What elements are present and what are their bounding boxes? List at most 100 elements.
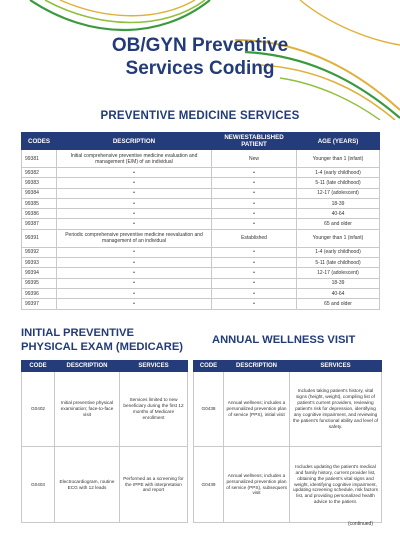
code-cell: 99391 bbox=[21, 228, 57, 248]
code-cell: 99397 bbox=[21, 298, 57, 310]
table-row: 99396 • • 40-64 bbox=[21, 287, 380, 300]
age-cell: Younger than 1 (infant) bbox=[296, 228, 380, 248]
status-cell: Established bbox=[211, 228, 297, 248]
table-row: 99384 • • 12-17 (adolescent) bbox=[21, 187, 380, 199]
code-cell: 99386 bbox=[21, 208, 57, 220]
age-cell: 12-17 (adolescent) bbox=[296, 267, 380, 279]
description-cell: • bbox=[56, 197, 212, 210]
description-cell: Electrocardiogram, routine ECG with 12 l… bbox=[54, 446, 120, 523]
code-cell: G0403 bbox=[21, 446, 55, 523]
table-row: 99395 • • 18-39 bbox=[21, 277, 380, 289]
code-cell: 99385 bbox=[21, 197, 57, 210]
ippe-heading: INITIAL PREVENTIVE PHYSICAL EXAM (MEDICA… bbox=[21, 327, 184, 353]
age-cell: 5-11 (late childhood) bbox=[296, 257, 380, 269]
table-row: G0402 Initial preventive physical examin… bbox=[21, 371, 188, 447]
age-cell: 18-39 bbox=[296, 197, 380, 210]
status-cell: • bbox=[211, 277, 297, 289]
services-cell: Performed as a screening for the IPPE wi… bbox=[119, 446, 188, 523]
table-row: G0403 Electrocardiogram, routine ECG wit… bbox=[21, 446, 188, 523]
code-cell: 99381 bbox=[21, 149, 57, 168]
description-cell: • bbox=[56, 187, 212, 199]
age-cell: 12-17 (adolescent) bbox=[296, 187, 380, 199]
page-title-line1: OB/GYN Preventive bbox=[111, 35, 289, 56]
col-description: DESCRIPTION bbox=[56, 132, 212, 150]
preventive-heading: PREVENTIVE MEDICINE SERVICES bbox=[100, 110, 300, 122]
age-cell: 1-4 (early childhood) bbox=[296, 246, 380, 259]
description-cell: • bbox=[56, 287, 212, 300]
age-cell: 40-64 bbox=[296, 287, 380, 300]
status-cell: • bbox=[211, 166, 297, 179]
col-code: CODE bbox=[21, 360, 55, 372]
status-cell: • bbox=[211, 267, 297, 279]
table-row: 99381 Initial comprehensive preventive me… bbox=[21, 149, 380, 168]
table-row: 99391 Periodic comprehensive preventive m… bbox=[21, 228, 380, 248]
code-cell: 99392 bbox=[21, 246, 57, 259]
table-row: 99385 • • 18-39 bbox=[21, 197, 380, 210]
decorative-swoosh-graphic bbox=[29, 0, 400, 120]
description-cell: • bbox=[56, 257, 212, 269]
status-cell: • bbox=[211, 287, 297, 300]
code-cell: G0402 bbox=[21, 371, 55, 447]
description-cell: • bbox=[56, 298, 212, 310]
col-code: CODE bbox=[193, 360, 224, 372]
code-cell: 99382 bbox=[21, 166, 57, 179]
preventive-table-body: 99381 Initial comprehensive preventive me… bbox=[21, 149, 380, 310]
table-row: 99383 • • 5-11 (late childhood) bbox=[21, 177, 380, 189]
col-description: DESCRIPTION bbox=[223, 360, 290, 372]
col-codes: CODES bbox=[21, 132, 57, 150]
status-cell: • bbox=[211, 197, 297, 210]
col-services: SERVICES bbox=[119, 360, 188, 372]
status-cell: • bbox=[211, 177, 297, 189]
preventive-header-row: CODES DESCRIPTION NEW/ESTABLISHED PATIEN… bbox=[21, 132, 380, 150]
code-cell: 99384 bbox=[21, 187, 57, 199]
age-cell: 65 and older bbox=[296, 298, 380, 310]
status-cell: • bbox=[211, 246, 297, 259]
age-cell: 5-11 (late childhood) bbox=[296, 177, 380, 189]
code-cell: 99393 bbox=[21, 257, 57, 269]
page-title: OB/GYN Preventive Services Coding bbox=[0, 34, 400, 80]
code-cell: 99396 bbox=[21, 287, 57, 300]
age-cell: 1-4 (early childhood) bbox=[296, 166, 380, 179]
services-cell: Includes updating the patient's medical … bbox=[289, 446, 382, 523]
table-row: 99387 • • 65 and older bbox=[21, 218, 380, 230]
awv-header-row: CODE DESCRIPTION SERVICES bbox=[193, 360, 382, 372]
services-cell: Services limited to new beneficiary duri… bbox=[119, 371, 188, 447]
description-cell: • bbox=[56, 277, 212, 289]
page-title-line2: Services Coding bbox=[125, 58, 275, 79]
code-cell: 99395 bbox=[21, 277, 57, 289]
continued-note: (continued) bbox=[347, 521, 373, 527]
description-cell: • bbox=[56, 208, 212, 220]
description-cell: • bbox=[56, 218, 212, 230]
code-cell: G0439 bbox=[193, 446, 224, 523]
age-cell: 18-39 bbox=[296, 277, 380, 289]
description-cell: • bbox=[56, 246, 212, 259]
description-cell: • bbox=[56, 267, 212, 279]
code-cell: 99387 bbox=[21, 218, 57, 230]
age-cell: Younger than 1 (infant) bbox=[296, 149, 380, 168]
table-row: G0439 Annual wellness; includes a person… bbox=[193, 446, 382, 523]
description-cell: Initial comprehensive preventive medicin… bbox=[56, 149, 212, 168]
description-cell: Initial preventive physical examination;… bbox=[54, 371, 120, 447]
services-cell: Includes taking patient's history, vital… bbox=[289, 371, 382, 447]
table-row: 99393 • • 5-11 (late childhood) bbox=[21, 257, 380, 269]
code-cell: G0438 bbox=[193, 371, 224, 447]
description-cell: Periodic comprehensive preventive medici… bbox=[56, 228, 212, 248]
age-cell: 40-64 bbox=[296, 208, 380, 220]
col-age: AGE (YEARS) bbox=[296, 132, 380, 150]
awv-heading: ANNUAL WELLNESS VISIT bbox=[212, 334, 356, 346]
awv-table: CODE DESCRIPTION SERVICES G0438 Annual w… bbox=[193, 360, 382, 523]
status-cell: • bbox=[211, 257, 297, 269]
ippe-table: CODE DESCRIPTION SERVICES G0402 Initial … bbox=[21, 360, 188, 523]
status-cell: New bbox=[211, 149, 297, 168]
col-services: SERVICES bbox=[289, 360, 382, 372]
age-cell: 65 and older bbox=[296, 218, 380, 230]
preventive-table: CODES DESCRIPTION NEW/ESTABLISHED PATIEN… bbox=[21, 132, 380, 310]
status-cell: • bbox=[211, 218, 297, 230]
description-cell: Annual wellness; includes a personalized… bbox=[223, 446, 290, 523]
status-cell: • bbox=[211, 187, 297, 199]
description-cell: Annual wellness; includes a personalized… bbox=[223, 371, 290, 447]
table-row: 99397 • • 65 and older bbox=[21, 298, 380, 310]
status-cell: • bbox=[211, 208, 297, 220]
table-row: G0438 Annual wellness; includes a person… bbox=[193, 371, 382, 447]
table-row: 99382 • • 1-4 (early childhood) bbox=[21, 166, 380, 179]
